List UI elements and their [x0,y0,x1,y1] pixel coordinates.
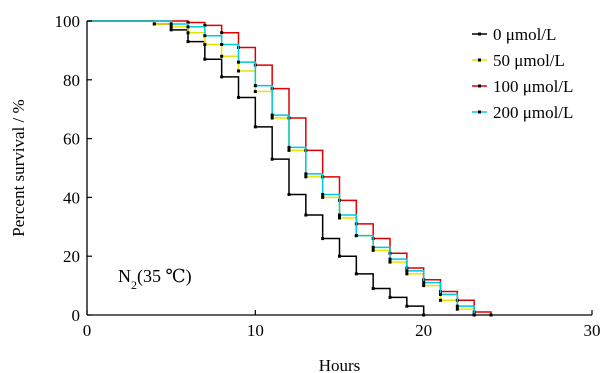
data-point [304,213,308,217]
data-point [186,40,190,44]
data-point [220,43,224,47]
legend-item: 50 μmol/L [472,51,565,70]
annotation-condition: (35 ℃) [137,266,192,287]
legend-marker [478,110,481,114]
legend-item: 200 μmol/L [472,103,573,122]
data-point [220,75,224,79]
data-point [203,23,207,27]
legend-label: 0 μmol/L [493,25,556,44]
data-point [354,272,358,276]
legend-label: 50 μmol/L [493,51,565,70]
data-point [455,304,459,308]
data-point [270,113,274,117]
annotation-subscript: 2 [131,278,137,292]
axes-layer [86,21,592,316]
data-point [220,54,224,58]
data-point [455,307,459,311]
legend-marker [478,32,481,36]
y-tick-label: 20 [63,247,80,266]
x-tick-label: 0 [83,321,92,340]
x-tick-label: 10 [247,321,264,340]
data-point [321,195,325,199]
data-point [237,95,240,99]
legend-label: 100 μmol/L [493,77,573,96]
survival-step-line [87,20,425,315]
data-point [371,287,375,291]
data-point [388,295,392,299]
y-axis-title: Percent survival / % [9,99,28,236]
ticks-layer: 0 10 20 30 0 20 40 60 80 100 [55,12,601,340]
data-point [405,269,409,273]
x-tick-label: 30 [584,321,601,340]
data-point [152,22,156,26]
legend-item: 100 μmol/L [472,77,573,96]
data-point [253,125,257,129]
data-point [304,172,308,176]
data-point [338,254,341,258]
data-point [237,60,240,64]
data-point [220,31,224,35]
data-point [388,257,392,261]
data-point [371,248,375,252]
data-point [169,25,173,29]
legend-label: 200 μmol/L [493,103,573,122]
data-point [186,25,190,29]
data-point [169,28,173,32]
y-tick-label: 40 [63,188,80,207]
legend-item: 0 μmol/L [472,25,556,44]
data-point [203,34,207,38]
data-point [169,22,173,26]
data-point [186,31,190,35]
data-point [388,260,392,264]
condition-annotation: N2(35 ℃) [118,266,192,292]
legend: 0 μmol/L 50 μmol/L 100 μmol/L 200 μmol/L [472,25,573,122]
data-point [186,20,190,24]
legend-marker [478,58,481,62]
survival-step-line [87,20,475,315]
data-point [287,148,291,152]
data-point [203,57,207,61]
y-tick-label: 0 [72,306,81,325]
legend-marker [478,84,481,88]
data-point [237,69,240,73]
data-point [338,216,341,220]
data-point [287,192,291,196]
data-point [287,145,291,149]
data-point [354,234,358,238]
data-point [321,237,325,241]
data-point [321,192,325,196]
data-point [270,157,274,161]
y-tick-label: 60 [63,130,80,149]
data-point [371,245,375,249]
data-point [422,281,426,285]
data-point [304,175,308,179]
data-point [439,298,442,302]
data-point [439,292,442,296]
data-point [405,272,409,276]
data-point [270,116,274,120]
x-axis-title: Hours [319,356,361,373]
data-point [338,213,341,217]
data-point [203,43,207,47]
data-point [422,284,426,288]
data-point [405,304,409,308]
series-layer [87,20,493,317]
data-point [253,90,257,94]
data-point [253,84,257,88]
annotation-main: N [118,266,131,286]
y-tick-label: 80 [63,71,80,90]
y-tick-label: 100 [55,12,81,31]
x-tick-label: 20 [415,321,432,340]
